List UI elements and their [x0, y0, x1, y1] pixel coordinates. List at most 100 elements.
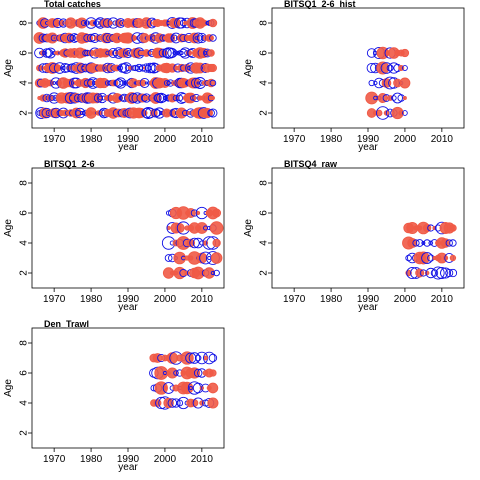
negative-residual-bubble	[203, 225, 209, 231]
negative-residual-bubble	[119, 80, 126, 86]
negative-residual-bubble	[164, 254, 173, 262]
x-axis-title: year	[118, 462, 138, 473]
x-tick-label: 1980	[320, 134, 343, 145]
panel-4: Den_Trawl 1970 1980 1990 2000 2010 2 4 6 8 year Age	[3, 319, 225, 473]
x-tick-label: 1970	[43, 294, 66, 305]
negative-residual-bubble	[79, 111, 84, 115]
negative-residual-bubble	[161, 48, 172, 58]
y-tick-label: 6	[19, 210, 30, 216]
y-tick-label: 8	[259, 180, 270, 186]
x-tick-label: 2000	[154, 454, 177, 465]
negative-residual-bubble	[52, 81, 56, 85]
x-tick-label: 1980	[320, 294, 343, 305]
negative-residual-bubble	[448, 268, 458, 278]
negative-residual-bubble	[440, 267, 452, 279]
negative-residual-bubble	[208, 108, 218, 118]
negative-residual-bubble	[162, 370, 167, 376]
positive-residual-bubble	[165, 33, 176, 43]
x-tick-label: 2000	[154, 134, 177, 145]
negative-residual-bubble	[412, 239, 420, 247]
bubble-layer	[365, 46, 411, 120]
negative-residual-bubble	[392, 92, 403, 104]
negative-residual-bubble	[213, 269, 220, 277]
negative-residual-bubble	[421, 241, 426, 245]
positive-residual-bubble	[186, 238, 196, 248]
y-tick-label: 6	[19, 370, 30, 376]
negative-residual-bubble	[425, 267, 436, 279]
x-tick-label: 2000	[394, 134, 417, 145]
negative-residual-bubble	[173, 370, 179, 376]
x-axis-title: year	[118, 302, 138, 313]
x-tick-label: 2010	[431, 134, 454, 145]
negative-residual-bubble	[366, 48, 377, 58]
negative-residual-bubble	[415, 239, 424, 247]
bubble-layer	[161, 206, 224, 280]
x-axis-title: year	[358, 142, 378, 153]
positive-residual-bubble	[399, 77, 411, 89]
positive-residual-bubble	[189, 32, 200, 44]
negative-residual-bubble	[402, 110, 408, 116]
panel-2: BITSQ4_raw 1970 1980 1990 2000 2010 2 4 6 8 year Ag…	[243, 159, 465, 313]
negative-residual-bubble	[189, 237, 200, 249]
negative-residual-bubble	[171, 398, 181, 408]
negative-residual-bubble	[191, 77, 202, 89]
positive-residual-bubble	[119, 48, 130, 58]
negative-residual-bubble	[132, 64, 139, 72]
positive-residual-bubble	[210, 95, 215, 101]
negative-residual-bubble	[210, 270, 216, 276]
y-tick-label: 6	[259, 50, 270, 56]
positive-residual-bubble	[416, 251, 430, 265]
positive-residual-bubble	[211, 51, 215, 55]
panel-title: BITSQ1_2-6	[44, 159, 95, 169]
y-tick-label: 4	[19, 400, 30, 406]
bubble-layer	[402, 221, 458, 280]
negative-residual-bubble	[386, 64, 394, 72]
x-axis-title: year	[118, 142, 138, 153]
negative-residual-bubble	[208, 353, 218, 363]
negative-residual-bubble	[188, 385, 193, 391]
negative-residual-bubble	[203, 351, 216, 365]
negative-residual-bubble	[176, 399, 184, 407]
negative-residual-bubble	[373, 80, 378, 86]
negative-residual-bubble	[176, 50, 183, 56]
negative-residual-bubble	[163, 80, 170, 86]
positive-residual-bubble	[207, 397, 219, 409]
panel-1: BITSQ1_2-6_hist 1970 1980 1990 2000 2010 2 4 6 8 y…	[243, 0, 465, 153]
x-axis-title: year	[358, 302, 378, 313]
x-tick-label: 1990	[357, 134, 380, 145]
negative-residual-bubble	[166, 80, 171, 86]
negative-residual-bubble	[193, 368, 203, 378]
y-tick-label: 2	[19, 430, 30, 436]
positive-residual-bubble	[185, 207, 196, 218]
panel-title: Total catches	[44, 0, 101, 9]
y-tick-label: 4	[19, 80, 30, 86]
negative-residual-bubble	[373, 95, 378, 101]
x-tick-label: 2000	[394, 294, 417, 305]
y-tick-label: 2	[19, 110, 30, 116]
negative-residual-bubble	[449, 239, 457, 247]
positive-residual-bubble	[402, 96, 407, 100]
x-tick-label: 2010	[191, 134, 214, 145]
negative-residual-bubble	[209, 34, 217, 42]
y-axis-title: Age	[243, 59, 254, 77]
negative-residual-bubble	[435, 267, 448, 280]
negative-residual-bubble	[138, 65, 144, 71]
positive-residual-bubble	[163, 397, 174, 409]
positive-residual-bubble	[212, 208, 222, 218]
y-tick-label: 2	[19, 270, 30, 276]
positive-residual-bubble	[210, 252, 223, 264]
x-tick-label: 1970	[43, 454, 66, 465]
y-tick-label: 4	[19, 240, 30, 246]
x-tick-label: 1980	[80, 294, 103, 305]
x-tick-label: 1970	[283, 134, 306, 145]
negative-residual-bubble	[49, 95, 56, 101]
positive-residual-bubble	[91, 92, 102, 104]
positive-residual-bubble	[208, 18, 218, 28]
bubble-layer	[33, 17, 218, 119]
y-axis-title: Age	[3, 379, 14, 397]
negative-residual-bubble	[431, 266, 445, 280]
panel-title: BITSQ1_2-6_hist	[284, 0, 356, 9]
negative-residual-bubble	[66, 34, 75, 42]
x-tick-label: 1970	[43, 134, 66, 145]
